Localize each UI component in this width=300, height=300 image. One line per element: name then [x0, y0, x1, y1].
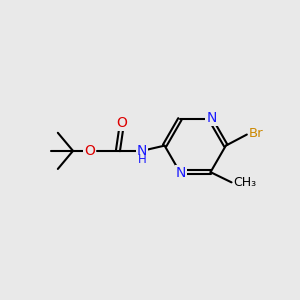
Text: O: O	[116, 116, 127, 130]
Text: O: O	[84, 144, 95, 158]
Text: N: N	[136, 144, 147, 158]
Text: CH₃: CH₃	[233, 176, 256, 189]
Text: N: N	[206, 111, 217, 125]
Text: N: N	[176, 166, 186, 180]
Text: Br: Br	[249, 127, 264, 140]
Text: H: H	[137, 152, 146, 166]
